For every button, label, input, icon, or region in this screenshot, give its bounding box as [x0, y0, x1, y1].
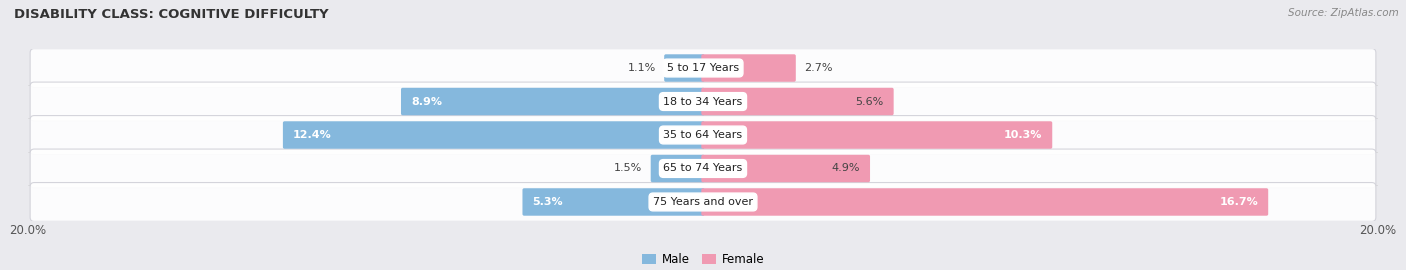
Text: DISABILITY CLASS: COGNITIVE DIFFICULTY: DISABILITY CLASS: COGNITIVE DIFFICULTY: [14, 8, 329, 21]
Text: 2.7%: 2.7%: [804, 63, 832, 73]
FancyBboxPatch shape: [651, 155, 704, 182]
FancyBboxPatch shape: [30, 183, 1376, 221]
FancyBboxPatch shape: [702, 88, 894, 115]
FancyBboxPatch shape: [702, 155, 870, 182]
Text: 16.7%: 16.7%: [1219, 197, 1258, 207]
Text: 35 to 64 Years: 35 to 64 Years: [664, 130, 742, 140]
FancyBboxPatch shape: [283, 121, 704, 149]
FancyBboxPatch shape: [30, 116, 1376, 154]
Text: 5.3%: 5.3%: [533, 197, 564, 207]
FancyBboxPatch shape: [664, 54, 704, 82]
Text: 8.9%: 8.9%: [411, 96, 441, 106]
Text: 18 to 34 Years: 18 to 34 Years: [664, 96, 742, 106]
Text: 5.6%: 5.6%: [855, 96, 883, 106]
FancyBboxPatch shape: [523, 188, 704, 216]
FancyBboxPatch shape: [702, 121, 1052, 149]
FancyBboxPatch shape: [30, 49, 1376, 87]
Legend: Male, Female: Male, Female: [637, 248, 769, 270]
Text: 65 to 74 Years: 65 to 74 Years: [664, 164, 742, 174]
FancyBboxPatch shape: [702, 54, 796, 82]
FancyBboxPatch shape: [702, 188, 1268, 216]
Text: 1.5%: 1.5%: [614, 164, 643, 174]
Text: 1.1%: 1.1%: [627, 63, 655, 73]
Text: 4.9%: 4.9%: [831, 164, 860, 174]
FancyBboxPatch shape: [30, 149, 1376, 188]
Text: 5 to 17 Years: 5 to 17 Years: [666, 63, 740, 73]
FancyBboxPatch shape: [401, 88, 704, 115]
Text: Source: ZipAtlas.com: Source: ZipAtlas.com: [1288, 8, 1399, 18]
FancyBboxPatch shape: [30, 82, 1376, 121]
Text: 12.4%: 12.4%: [292, 130, 332, 140]
Text: 10.3%: 10.3%: [1004, 130, 1042, 140]
Text: 75 Years and over: 75 Years and over: [652, 197, 754, 207]
